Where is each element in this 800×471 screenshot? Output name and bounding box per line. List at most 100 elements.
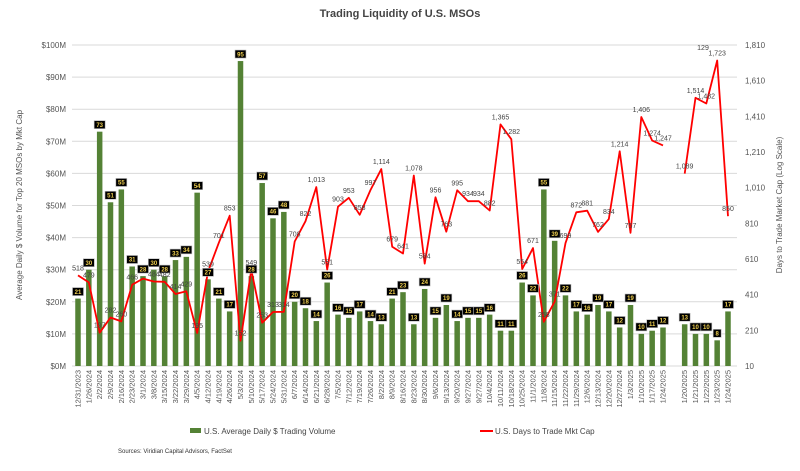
volume-bar bbox=[692, 333, 699, 366]
x-tick-label: 2/9/2024 bbox=[106, 370, 115, 399]
legend-line-label: U.S. Days to Trade Mkt Cap bbox=[495, 427, 595, 436]
volume-bar bbox=[681, 324, 688, 366]
volume-bar bbox=[497, 330, 504, 366]
line-label: 850 bbox=[722, 206, 734, 213]
bar-label-box bbox=[93, 120, 106, 129]
volume-bar bbox=[454, 321, 460, 366]
volume-bar bbox=[465, 317, 471, 366]
x-tick-label: 3/1/2024 bbox=[139, 370, 148, 399]
line-label: 371 bbox=[549, 292, 561, 299]
line-label: 872 bbox=[570, 202, 582, 209]
bar-label-box bbox=[115, 178, 128, 187]
line-label: 701 bbox=[213, 233, 225, 240]
bar-label: 95 bbox=[237, 52, 244, 58]
line-label: 484 bbox=[148, 271, 160, 278]
left-tick-label: $60M bbox=[46, 169, 66, 178]
bar-label-box bbox=[440, 293, 453, 303]
line-label: 953 bbox=[343, 188, 355, 195]
volume-bar bbox=[161, 276, 168, 366]
bar-label: 19 bbox=[595, 296, 602, 302]
bar-label: 14 bbox=[313, 312, 320, 318]
x-tick-label: 3/15/2024 bbox=[160, 370, 169, 403]
right-tick-label: 210 bbox=[745, 326, 759, 335]
volume-bar bbox=[205, 279, 211, 366]
bar-label: 21 bbox=[75, 290, 82, 296]
bar-label-box bbox=[321, 271, 333, 280]
volume-bar bbox=[183, 256, 190, 366]
x-tick-label: 1/3/2025 bbox=[626, 370, 635, 399]
bar-label: 15 bbox=[465, 309, 472, 315]
bar-data-labels: 2130735155312830283334542721179528574648… bbox=[72, 49, 734, 338]
line-label: 1,514 bbox=[687, 88, 705, 95]
bar-label: 19 bbox=[627, 296, 634, 302]
line-label: 763 bbox=[440, 222, 452, 229]
x-tick-label: 2/2/2024 bbox=[95, 370, 104, 399]
x-tick-label: 10/4/2024 bbox=[485, 370, 494, 403]
x-tick-label: 6/28/2024 bbox=[323, 370, 332, 403]
days-line-segment bbox=[77, 116, 664, 342]
line-label: 679 bbox=[386, 237, 398, 244]
legend-bar-swatch bbox=[190, 428, 201, 433]
line-label: 1,013 bbox=[308, 177, 326, 184]
bar-label-box bbox=[375, 312, 388, 322]
x-tick-label: 5/31/2024 bbox=[279, 370, 288, 403]
x-tick-label: 7/5/2024 bbox=[334, 370, 343, 399]
x-tick-label: 1/23/2025 bbox=[713, 370, 722, 403]
bar-label: 55 bbox=[118, 181, 125, 187]
line-label: 414 bbox=[170, 284, 182, 291]
bar-label-box bbox=[505, 319, 518, 328]
bar-label-box bbox=[148, 258, 160, 268]
line-label: 314 bbox=[278, 302, 290, 309]
x-tick-label: 12/13/2024 bbox=[594, 370, 603, 408]
x-tick-label: 6/7/2024 bbox=[290, 370, 299, 399]
bar-label-box bbox=[288, 290, 301, 300]
bar-label-box bbox=[516, 271, 528, 280]
bar-label: 54 bbox=[194, 184, 201, 190]
bar-label-box bbox=[397, 280, 409, 290]
bar-label: 34 bbox=[183, 248, 190, 254]
line-label: 1,214 bbox=[611, 141, 629, 148]
bar-label: 22 bbox=[530, 287, 537, 293]
bar-label: 8 bbox=[715, 332, 719, 338]
bar-label-box bbox=[581, 303, 593, 312]
bar-label-box bbox=[548, 229, 561, 239]
bar-label-box bbox=[83, 258, 95, 268]
x-tick-label: 4/5/2024 bbox=[193, 370, 202, 399]
bar-label: 57 bbox=[259, 174, 266, 180]
bar-label: 30 bbox=[85, 261, 92, 267]
line-label: 260 bbox=[115, 311, 127, 318]
line-label: 903 bbox=[332, 197, 344, 204]
x-tick-label: 6/14/2024 bbox=[301, 370, 310, 403]
volume-bar bbox=[411, 324, 417, 366]
x-tick-label: 12/20/2024 bbox=[604, 370, 613, 408]
bar-label-box bbox=[657, 316, 669, 325]
volume-bar bbox=[291, 301, 298, 366]
bar-label: 11 bbox=[508, 322, 515, 328]
line-label: 258 bbox=[538, 312, 550, 319]
volume-bar bbox=[356, 311, 363, 366]
volume-bar bbox=[508, 330, 515, 366]
volume-bar bbox=[432, 317, 439, 366]
source-note: Sources: Viridian Capital Advisors, Fact… bbox=[118, 449, 232, 455]
volume-bar bbox=[638, 333, 645, 366]
volume-bars bbox=[75, 61, 731, 367]
x-tick-label: 10/11/2024 bbox=[496, 370, 505, 407]
line-label: 554 bbox=[516, 259, 528, 266]
x-tick-label: 8/30/2024 bbox=[420, 370, 429, 403]
bar-label-box bbox=[483, 303, 496, 312]
line-label: 881 bbox=[581, 201, 593, 208]
x-tick-label: 3/22/2024 bbox=[171, 370, 180, 403]
volume-bar bbox=[313, 321, 320, 366]
x-tick-label: 9/20/2024 bbox=[453, 370, 462, 403]
bar-label-box bbox=[299, 296, 312, 306]
line-label: 757 bbox=[625, 223, 637, 230]
bar-label: 12 bbox=[660, 319, 667, 325]
volume-bar bbox=[443, 305, 450, 366]
x-tick-label: 1/24/2025 bbox=[724, 370, 733, 403]
volume-bar bbox=[194, 192, 200, 366]
bar-label-box bbox=[712, 329, 722, 338]
x-tick-label: 5/10/2024 bbox=[247, 370, 256, 403]
volume-bar bbox=[595, 305, 601, 366]
line-label: 429 bbox=[180, 281, 192, 288]
bar-label: 46 bbox=[270, 210, 277, 216]
